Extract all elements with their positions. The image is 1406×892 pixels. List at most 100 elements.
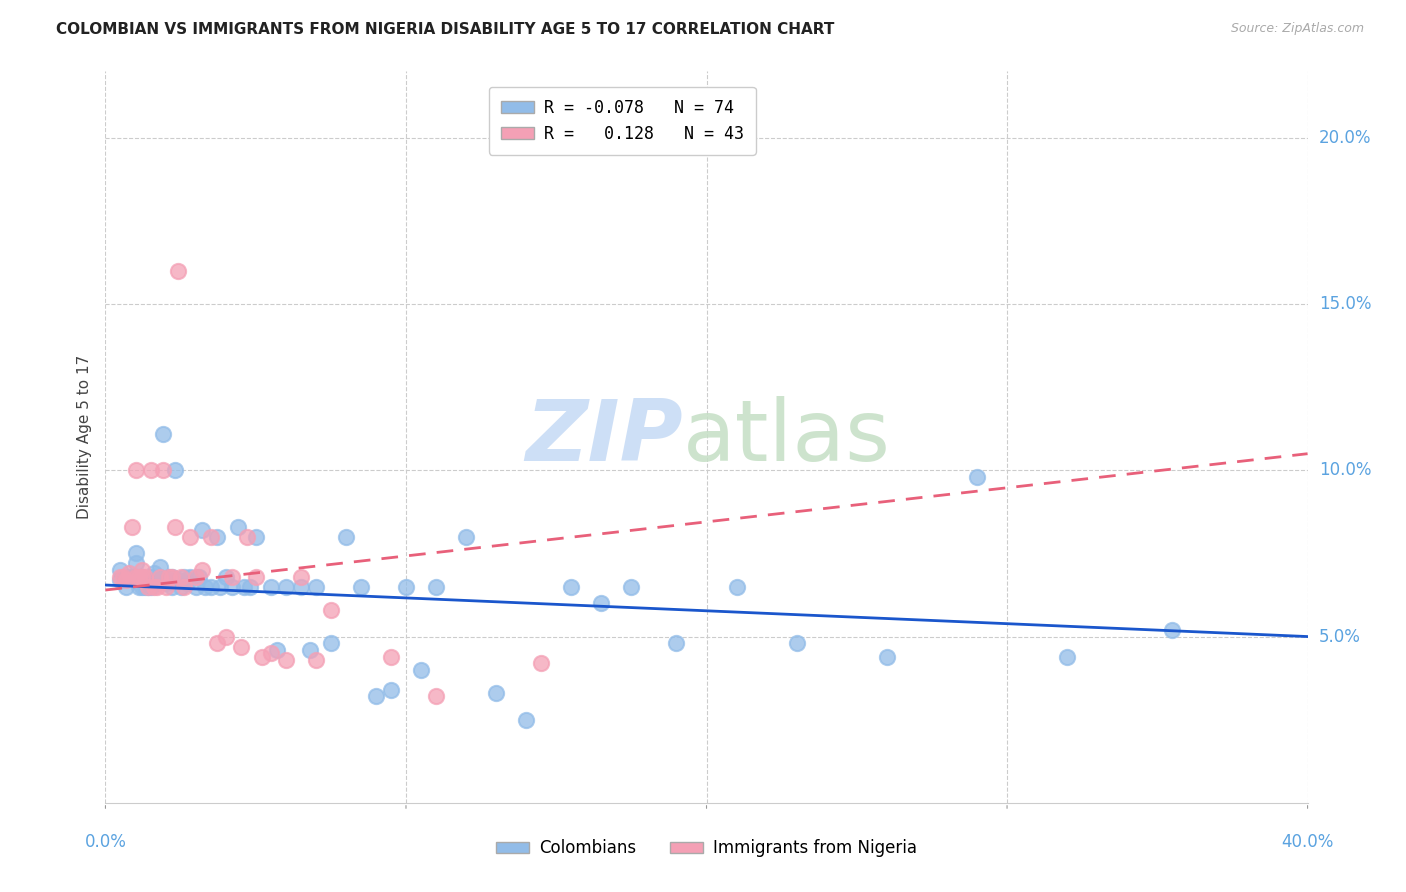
Point xyxy=(591,596,613,610)
Point xyxy=(966,470,988,484)
Point xyxy=(176,576,198,591)
Point xyxy=(290,580,312,594)
Point xyxy=(115,580,138,594)
Point xyxy=(260,646,283,660)
Point xyxy=(128,580,150,594)
Point xyxy=(319,603,342,617)
Point xyxy=(118,570,141,584)
Point xyxy=(200,580,222,594)
Point xyxy=(335,530,357,544)
Point xyxy=(142,580,165,594)
Point xyxy=(179,570,201,584)
Text: 15.0%: 15.0% xyxy=(1319,295,1371,313)
Point xyxy=(221,580,243,594)
Point xyxy=(515,713,537,727)
Text: 10.0%: 10.0% xyxy=(1319,461,1371,479)
Point xyxy=(454,530,477,544)
Point xyxy=(157,570,180,584)
Point xyxy=(194,580,217,594)
Point xyxy=(260,580,283,594)
Point xyxy=(128,570,150,584)
Point xyxy=(152,463,174,477)
Point xyxy=(235,530,257,544)
Text: Source: ZipAtlas.com: Source: ZipAtlas.com xyxy=(1230,22,1364,36)
Point xyxy=(298,643,321,657)
Y-axis label: Disability Age 5 to 17: Disability Age 5 to 17 xyxy=(76,355,91,519)
Point xyxy=(166,573,188,587)
Point xyxy=(136,580,159,594)
Point xyxy=(115,573,138,587)
Point xyxy=(160,570,183,584)
Point xyxy=(134,570,156,584)
Point xyxy=(319,636,342,650)
Point xyxy=(380,649,402,664)
Point xyxy=(876,649,898,664)
Point xyxy=(425,580,447,594)
Point xyxy=(221,570,243,584)
Point xyxy=(620,580,643,594)
Point xyxy=(350,580,373,594)
Point xyxy=(205,636,228,650)
Point xyxy=(179,530,201,544)
Text: 5.0%: 5.0% xyxy=(1319,628,1361,646)
Point xyxy=(245,530,267,544)
Point xyxy=(169,570,191,584)
Point xyxy=(786,636,808,650)
Point xyxy=(131,563,153,577)
Legend: Colombians, Immigrants from Nigeria: Colombians, Immigrants from Nigeria xyxy=(489,832,924,864)
Point xyxy=(110,570,132,584)
Point xyxy=(160,570,183,584)
Point xyxy=(305,653,328,667)
Point xyxy=(124,463,146,477)
Point xyxy=(155,573,177,587)
Point xyxy=(155,576,177,591)
Point xyxy=(142,573,165,587)
Point xyxy=(139,463,162,477)
Point xyxy=(148,559,170,574)
Point xyxy=(274,653,297,667)
Point xyxy=(205,530,228,544)
Point xyxy=(139,580,162,594)
Point xyxy=(530,656,553,670)
Point xyxy=(274,580,297,594)
Point xyxy=(305,580,328,594)
Point xyxy=(232,580,254,594)
Point xyxy=(395,580,418,594)
Text: atlas: atlas xyxy=(682,395,890,479)
Point xyxy=(485,686,508,700)
Point xyxy=(145,576,167,591)
Text: COLOMBIAN VS IMMIGRANTS FROM NIGERIA DISABILITY AGE 5 TO 17 CORRELATION CHART: COLOMBIAN VS IMMIGRANTS FROM NIGERIA DIS… xyxy=(56,22,835,37)
Point xyxy=(121,570,143,584)
Point xyxy=(214,630,236,644)
Point xyxy=(131,570,153,584)
Point xyxy=(665,636,688,650)
Point xyxy=(110,563,132,577)
Point xyxy=(148,570,170,584)
Point xyxy=(163,463,186,477)
Point xyxy=(173,580,195,594)
Point xyxy=(160,580,183,594)
Point xyxy=(134,580,156,594)
Point xyxy=(166,264,188,278)
Point xyxy=(214,570,236,584)
Point xyxy=(187,570,209,584)
Point xyxy=(152,426,174,441)
Point xyxy=(131,580,153,594)
Point xyxy=(229,640,252,654)
Point xyxy=(173,570,195,584)
Point xyxy=(226,520,249,534)
Point xyxy=(148,570,170,584)
Point xyxy=(409,663,432,677)
Point xyxy=(1056,649,1078,664)
Point xyxy=(124,546,146,560)
Text: 0.0%: 0.0% xyxy=(84,833,127,851)
Point xyxy=(364,690,387,704)
Point xyxy=(139,570,162,584)
Point xyxy=(250,649,273,664)
Point xyxy=(124,570,146,584)
Text: 20.0%: 20.0% xyxy=(1319,128,1371,147)
Point xyxy=(184,580,207,594)
Point xyxy=(190,563,212,577)
Point xyxy=(118,566,141,581)
Point xyxy=(190,523,212,537)
